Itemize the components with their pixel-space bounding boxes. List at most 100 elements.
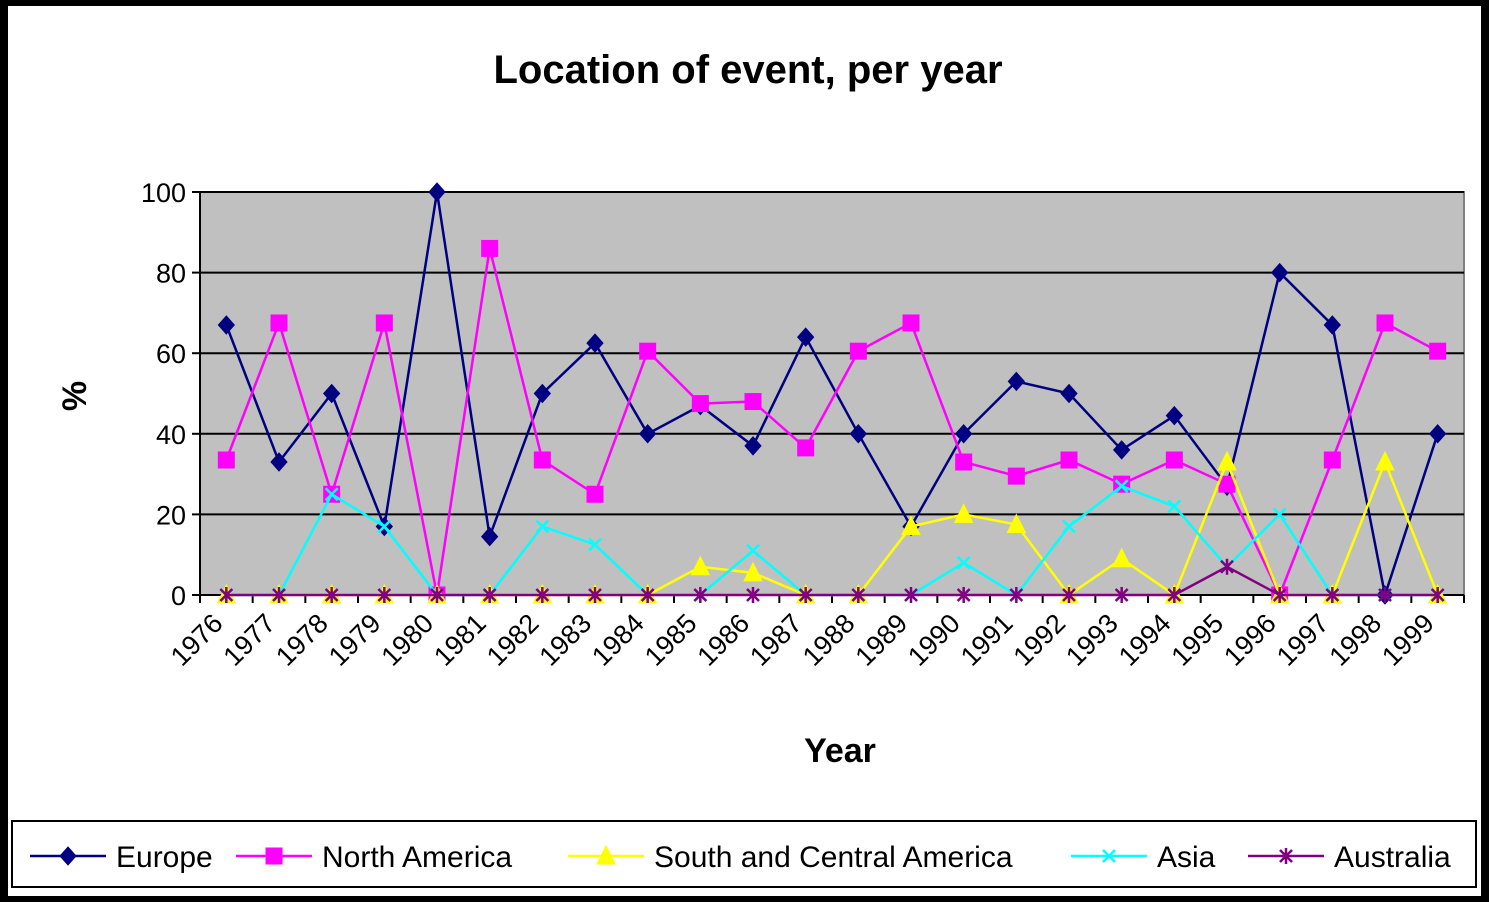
point-asia-1986 [746,543,760,558]
point-europe-1991 [1007,371,1026,392]
x-tick-label-1993: 1993 [1060,608,1124,672]
x-tick-label-1988: 1988 [797,608,861,672]
point-europe-1990 [954,424,973,444]
point-europe-1988 [849,424,868,444]
point-australia-1998 [1378,587,1392,603]
point-south-and-central-america-1986 [743,561,763,582]
point-asia-1993 [1114,479,1129,494]
point-europe-1999 [1428,424,1447,444]
x-tick-label-1976: 1976 [165,608,229,672]
point-asia-1982 [535,519,550,534]
y-tick-labels: 0 20 40 60 80 100 [141,178,186,611]
point-europe-1976 [217,315,236,335]
chart-frame: Location of event, per year 0 20 40 60 80 100… [8,6,1481,896]
point-europe-1978 [322,383,341,404]
legend: Europe North America South and Central Ame… [11,820,1477,888]
x-tick-label-1997: 1997 [1271,608,1335,672]
point-asia-1996 [1272,507,1287,522]
legend-item-australia: Australia [1248,841,1451,874]
point-europe-1981 [480,526,499,547]
legend-label-north-america: North America [322,841,512,874]
x-tick-label-1987: 1987 [744,608,808,672]
x-tick-label-1977: 1977 [218,608,282,672]
point-north-america-1999 [1429,342,1447,360]
point-australia-1995 [1220,558,1234,575]
point-europe-1996 [1270,262,1289,283]
point-australia-1999 [1430,587,1445,603]
point-north-america-1976 [217,451,235,469]
legend-item-asia: Asia [1071,841,1216,874]
series-line-north-america [225,248,1439,599]
point-europe-1987 [796,327,815,347]
point-europe-1982 [533,383,552,404]
y-tick-label-20: 20 [156,500,186,530]
point-australia-1983 [588,587,602,603]
point-australia-1997 [1325,587,1340,603]
point-north-america-1982 [533,451,551,469]
x-tick-label-1986: 1986 [692,608,756,672]
series-north-america [217,239,1447,604]
point-south-and-central-america-1991 [1006,513,1027,533]
point-north-america-1977 [270,314,288,332]
point-asia-1992 [1062,519,1076,534]
legend-box [11,820,1477,888]
x-tick-label-1978: 1978 [270,608,334,672]
x-tick-label-1979: 1979 [323,608,387,672]
point-australia-1987 [798,587,813,603]
point-australia-1978 [324,587,339,603]
legend-marker-australia [1279,848,1293,864]
y-tick-label-40: 40 [156,420,186,450]
legend-marker-south-and-central-america [596,844,616,865]
y-tick-label-80: 80 [156,259,186,289]
point-australia-1992 [1062,587,1076,603]
x-tick-label-1980: 1980 [376,608,440,672]
point-south-and-central-america-1985 [690,555,711,576]
point-europe-1994 [1165,405,1184,426]
point-north-america-1986 [744,393,762,411]
point-australia-1991 [1009,587,1024,603]
x-tick-label-1992: 1992 [1008,608,1072,672]
x-tick-label-1989: 1989 [850,608,914,672]
point-europe-1980 [428,182,446,202]
point-australia-1980 [430,587,444,603]
x-tick-label-1998: 1998 [1324,608,1388,672]
point-north-america-1997 [1323,451,1341,469]
point-north-america-1992 [1060,451,1078,469]
point-europe-1977 [270,452,288,472]
point-europe-1992 [1060,383,1078,404]
point-europe-1984 [638,424,657,444]
point-australia-1986 [746,587,760,603]
point-north-america-1989 [902,314,920,332]
point-north-america-1984 [639,342,657,360]
legend-marker-asia [1102,849,1116,863]
x-tick-label-1984: 1984 [586,608,650,672]
point-north-america-1991 [1007,467,1025,485]
x-tick-label-1995: 1995 [1166,608,1230,672]
x-axis-title: Year [804,732,876,770]
y-tick-label-60: 60 [156,339,186,369]
series-line-europe [225,191,1439,600]
x-tick-label-1990: 1990 [902,608,966,672]
point-australia-1985 [693,587,708,603]
y-tick-label-0: 0 [171,581,186,611]
x-tick-label-1982: 1982 [481,608,545,672]
point-south-and-central-america-1998 [1375,450,1395,471]
x-tick-labels: 1976197719781979198019811982198319841985… [165,608,1440,672]
point-south-and-central-america-1989 [901,515,921,535]
point-australia-1988 [851,587,866,603]
x-tick-label-1994: 1994 [1113,608,1177,672]
chart-title: Location of event, per year [493,48,1002,92]
point-north-america-1983 [586,485,604,503]
point-south-and-central-america-1993 [1111,547,1132,568]
point-europe-1983 [586,333,604,353]
x-tick-label-1985: 1985 [639,608,703,672]
legend-label-australia: Australia [1334,841,1451,874]
x-tick-label-1981: 1981 [428,608,492,672]
point-australia-1990 [956,587,971,603]
x-tick-label-1991: 1991 [955,608,1019,672]
series-australia [219,558,1445,603]
point-australia-1977 [272,587,286,603]
point-europe-1993 [1112,440,1131,460]
x-tick-label-1999: 1999 [1376,608,1440,672]
point-asia-1990 [956,555,971,570]
